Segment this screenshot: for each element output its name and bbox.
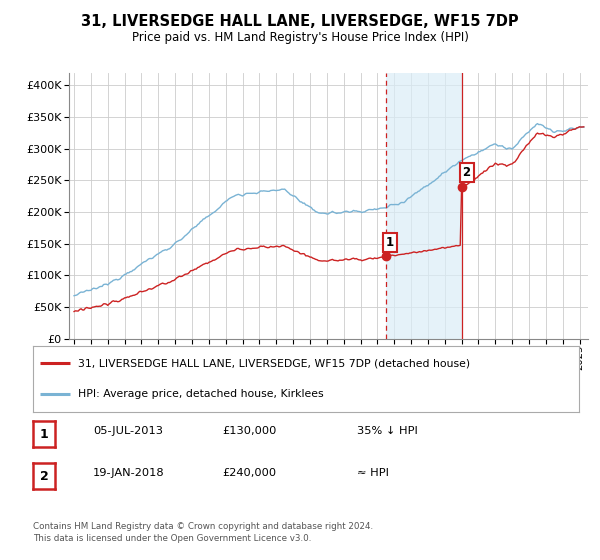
Text: 31, LIVERSEDGE HALL LANE, LIVERSEDGE, WF15 7DP: 31, LIVERSEDGE HALL LANE, LIVERSEDGE, WF…: [81, 14, 519, 29]
Text: 1: 1: [40, 427, 49, 441]
Text: 19-JAN-2018: 19-JAN-2018: [93, 468, 164, 478]
Text: £130,000: £130,000: [222, 426, 277, 436]
Text: 2: 2: [40, 469, 49, 483]
Text: 05-JUL-2013: 05-JUL-2013: [93, 426, 163, 436]
Text: 2: 2: [463, 166, 471, 179]
Text: HPI: Average price, detached house, Kirklees: HPI: Average price, detached house, Kirk…: [78, 389, 323, 399]
Text: ≈ HPI: ≈ HPI: [357, 468, 389, 478]
Text: Contains HM Land Registry data © Crown copyright and database right 2024.
This d: Contains HM Land Registry data © Crown c…: [33, 522, 373, 543]
Text: Price paid vs. HM Land Registry's House Price Index (HPI): Price paid vs. HM Land Registry's House …: [131, 31, 469, 44]
Text: £240,000: £240,000: [222, 468, 276, 478]
Text: 31, LIVERSEDGE HALL LANE, LIVERSEDGE, WF15 7DP (detached house): 31, LIVERSEDGE HALL LANE, LIVERSEDGE, WF…: [78, 358, 470, 368]
Text: 1: 1: [386, 236, 394, 249]
Text: 35% ↓ HPI: 35% ↓ HPI: [357, 426, 418, 436]
Bar: [386, 73, 463, 339]
